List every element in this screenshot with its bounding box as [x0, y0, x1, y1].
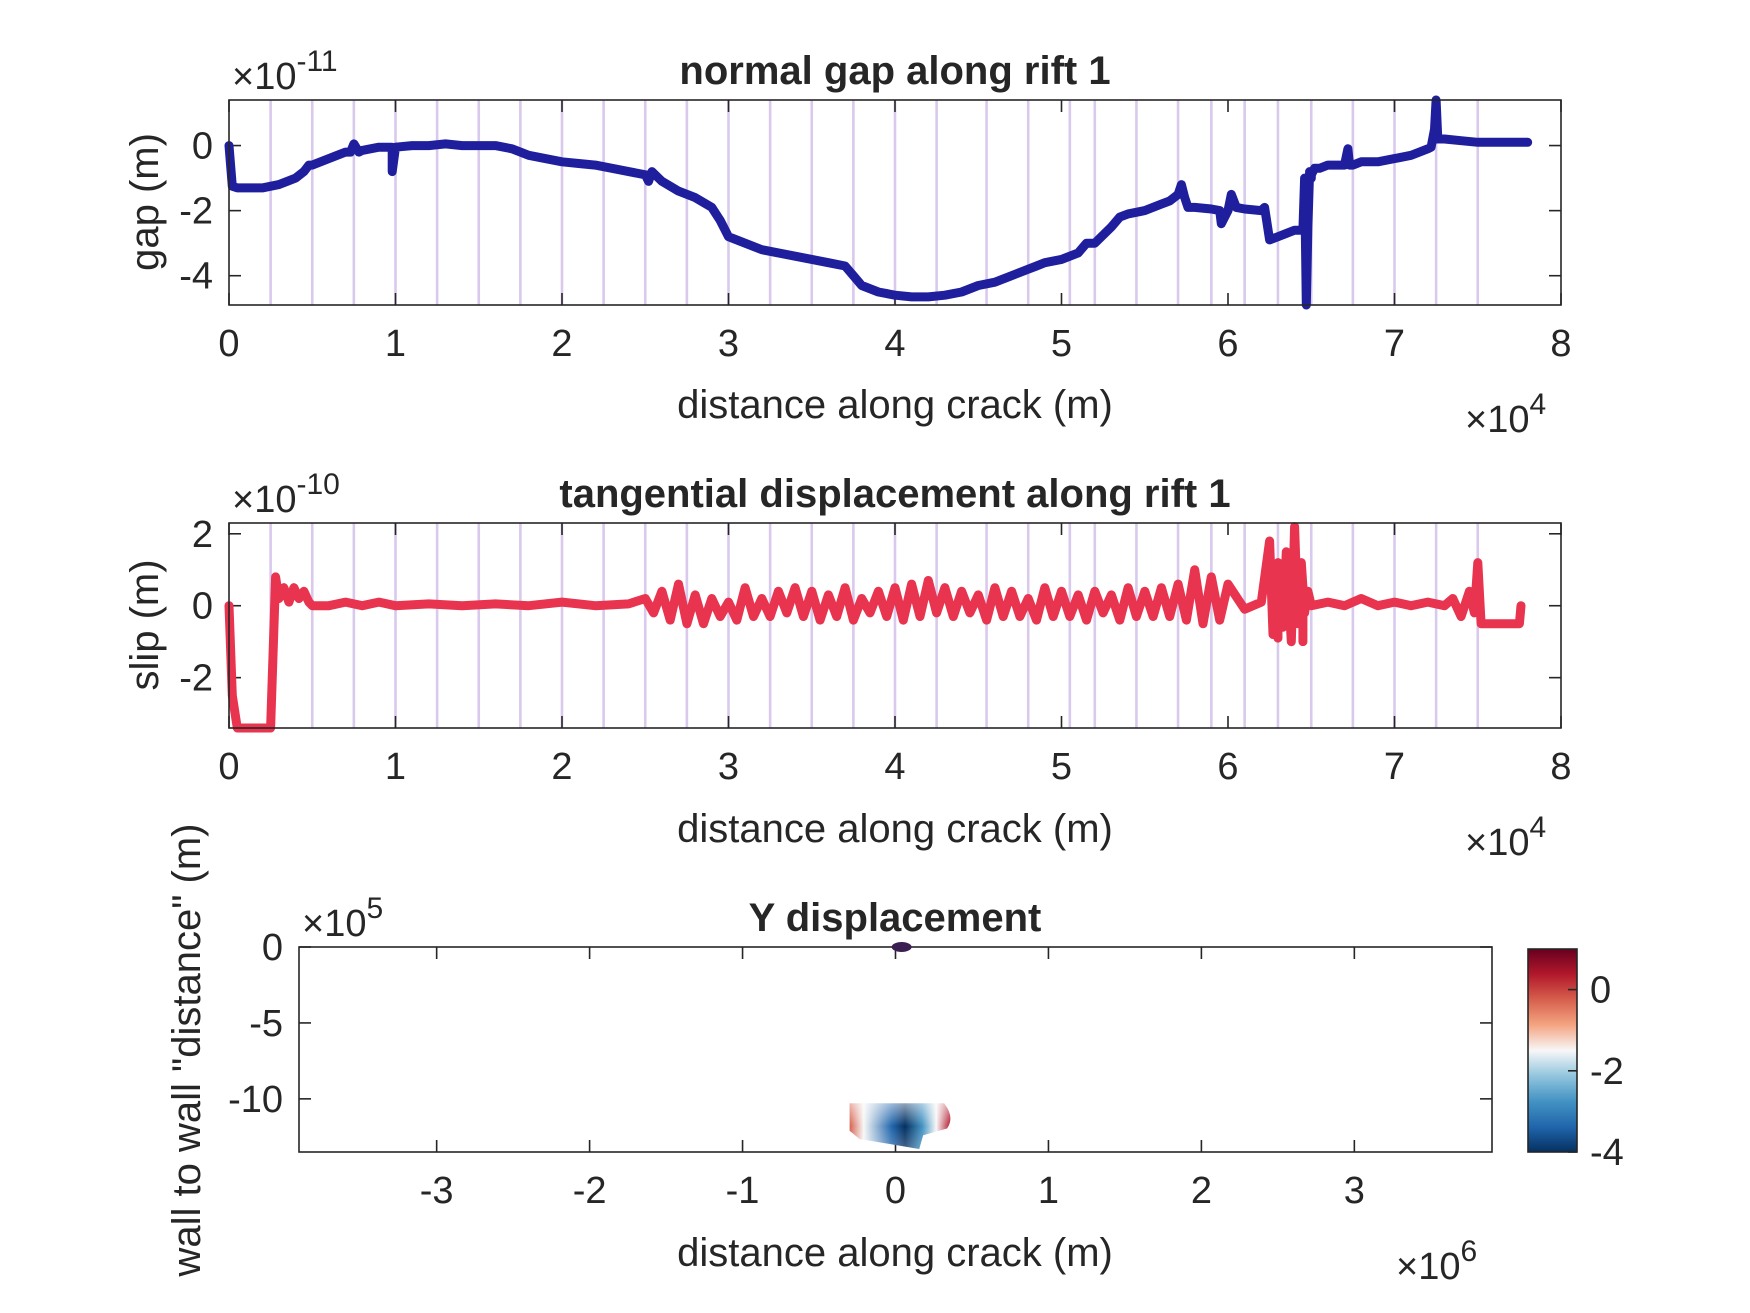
- x-tick-label: 0: [885, 1170, 906, 1212]
- x-tick-label: 4: [884, 323, 905, 365]
- ydisp-x-label: distance along crack (m): [677, 1231, 1113, 1275]
- x-tick-label: 3: [718, 323, 739, 365]
- ydisp-title: Y displacement: [749, 896, 1042, 940]
- slip-chart: 0 1 2 3 4 5 6 7 8 -2 0 2 tangential displacement a…: [123, 468, 1572, 864]
- slip-y-label: slip (m): [123, 559, 167, 690]
- x-tick-label: 8: [1550, 746, 1571, 788]
- colorbar-tick-marks: [1568, 988, 1577, 1153]
- x-tick-label: 4: [884, 746, 905, 788]
- svg-text:×10-10: ×10-10: [232, 468, 340, 521]
- slip-y-tick-labels: -2 0 2: [179, 514, 213, 700]
- ydisp-patch: [849, 1103, 951, 1149]
- ydisp-x-tick-labels: -3 -2 -1 0 1 2 3: [420, 1170, 1365, 1212]
- x-tick-label: 1: [385, 746, 406, 788]
- y-tick-label: 2: [192, 514, 213, 556]
- x-tick-label: 7: [1384, 746, 1405, 788]
- x-tick-label: -1: [726, 1170, 760, 1212]
- y-tick-label: -5: [249, 1003, 283, 1045]
- colorbar: -4 -2 0: [1527, 948, 1624, 1174]
- gap-axes-box: [228, 99, 1562, 306]
- y-tick-label: -2: [179, 191, 213, 233]
- ydisp-y-exponent: ×105: [302, 892, 383, 945]
- svg-text:×106: ×106: [1396, 1235, 1477, 1288]
- y-tick-label: -4: [179, 256, 213, 298]
- y-displacement-chart: -3 -2 -1 0 1 2 3 -10-50 Y displacement distanc…: [165, 824, 1624, 1288]
- x-tick-label: 1: [385, 323, 406, 365]
- ydisp-patch-shade: [849, 1103, 951, 1149]
- colorbar-tick-label: -2: [1590, 1051, 1624, 1093]
- x-tick-label: 5: [1051, 746, 1072, 788]
- x-tick-label: 8: [1550, 323, 1571, 365]
- colorbar-frame: [1527, 948, 1578, 1153]
- ydisp-y-exponent-value: 5: [366, 892, 383, 925]
- colorbar-tick-labels: -4 -2 0: [1590, 970, 1624, 1174]
- ydisp-y-label: wall to wall "distance" (m): [165, 824, 209, 1278]
- gap-y-label: gap (m): [123, 133, 167, 271]
- slip-title: tangential displacement along rift 1: [559, 472, 1230, 516]
- x-tick-label: 7: [1384, 323, 1405, 365]
- x-tick-label: 3: [718, 746, 739, 788]
- gap-tick-marks: [228, 100, 1562, 305]
- gap-y-tick-labels: -4 -2 0: [179, 126, 213, 298]
- y-tick-label: 0: [192, 586, 213, 628]
- slip-y-exponent-value: -10: [296, 468, 339, 501]
- colorbar-tick-label: 0: [1590, 970, 1611, 1012]
- y-tick-label: 0: [192, 126, 213, 168]
- ydisp-x-exponent-value: 6: [1460, 1235, 1477, 1268]
- slip-y-exponent: ×10-10: [232, 468, 340, 521]
- x-tick-label: 6: [1217, 746, 1238, 788]
- ydisp-dot: [891, 942, 912, 952]
- gap-y-exponent-value: -11: [296, 45, 337, 78]
- ydisp-y-tick-labels: -10 -5 0: [228, 927, 283, 1121]
- svg-text:×104: ×104: [1465, 811, 1546, 864]
- ydisp-x-exponent: ×106: [1396, 1235, 1477, 1288]
- gap-title: normal gap along rift 1: [679, 49, 1110, 93]
- slip-x-exponent-value: 4: [1529, 811, 1546, 844]
- series-line: [224, 522, 1526, 733]
- gap-x-label: distance along crack (m): [677, 383, 1113, 427]
- x-tick-label: 6: [1217, 323, 1238, 365]
- colorbar-tick-label: -4: [1590, 1132, 1624, 1174]
- colorbar-fill: [1528, 949, 1577, 1152]
- gap-y-exponent: ×10-11: [232, 45, 338, 98]
- gap-x-tick-labels: 0 1 2 3 4 5 6 7 8: [218, 323, 1571, 365]
- y-tick-label: -2: [179, 658, 213, 700]
- gap-x-exponent-value: 4: [1529, 388, 1546, 421]
- slip-x-exponent: ×104: [1465, 811, 1546, 864]
- y-tick-label: -10: [228, 1079, 283, 1121]
- gap-series: [224, 95, 1533, 310]
- slip-series: [224, 522, 1526, 733]
- x-tick-label: 3: [1344, 1170, 1365, 1212]
- x-tick-label: 0: [218, 323, 239, 365]
- gap-x-exponent: ×104: [1465, 388, 1546, 441]
- x-tick-label: 2: [551, 746, 572, 788]
- svg-text:×104: ×104: [1465, 388, 1546, 441]
- slip-ridge-lines: [269, 523, 1480, 728]
- x-tick-label: 2: [1191, 1170, 1212, 1212]
- slip-axes-box: [228, 522, 1562, 729]
- y-tick-label: 0: [262, 927, 283, 969]
- x-tick-label: 0: [218, 746, 239, 788]
- series-line: [224, 95, 1533, 310]
- x-tick-label: 5: [1051, 323, 1072, 365]
- svg-text:×105: ×105: [302, 892, 383, 945]
- gap-ridge-lines: [269, 100, 1480, 305]
- x-tick-label: -2: [573, 1170, 607, 1212]
- x-tick-label: 1: [1038, 1170, 1059, 1212]
- x-tick-label: -3: [420, 1170, 454, 1212]
- slip-x-label: distance along crack (m): [677, 807, 1113, 851]
- slip-x-tick-labels: 0 1 2 3 4 5 6 7 8: [218, 746, 1571, 788]
- svg-text:×10-11: ×10-11: [232, 45, 338, 98]
- x-tick-label: 2: [551, 323, 572, 365]
